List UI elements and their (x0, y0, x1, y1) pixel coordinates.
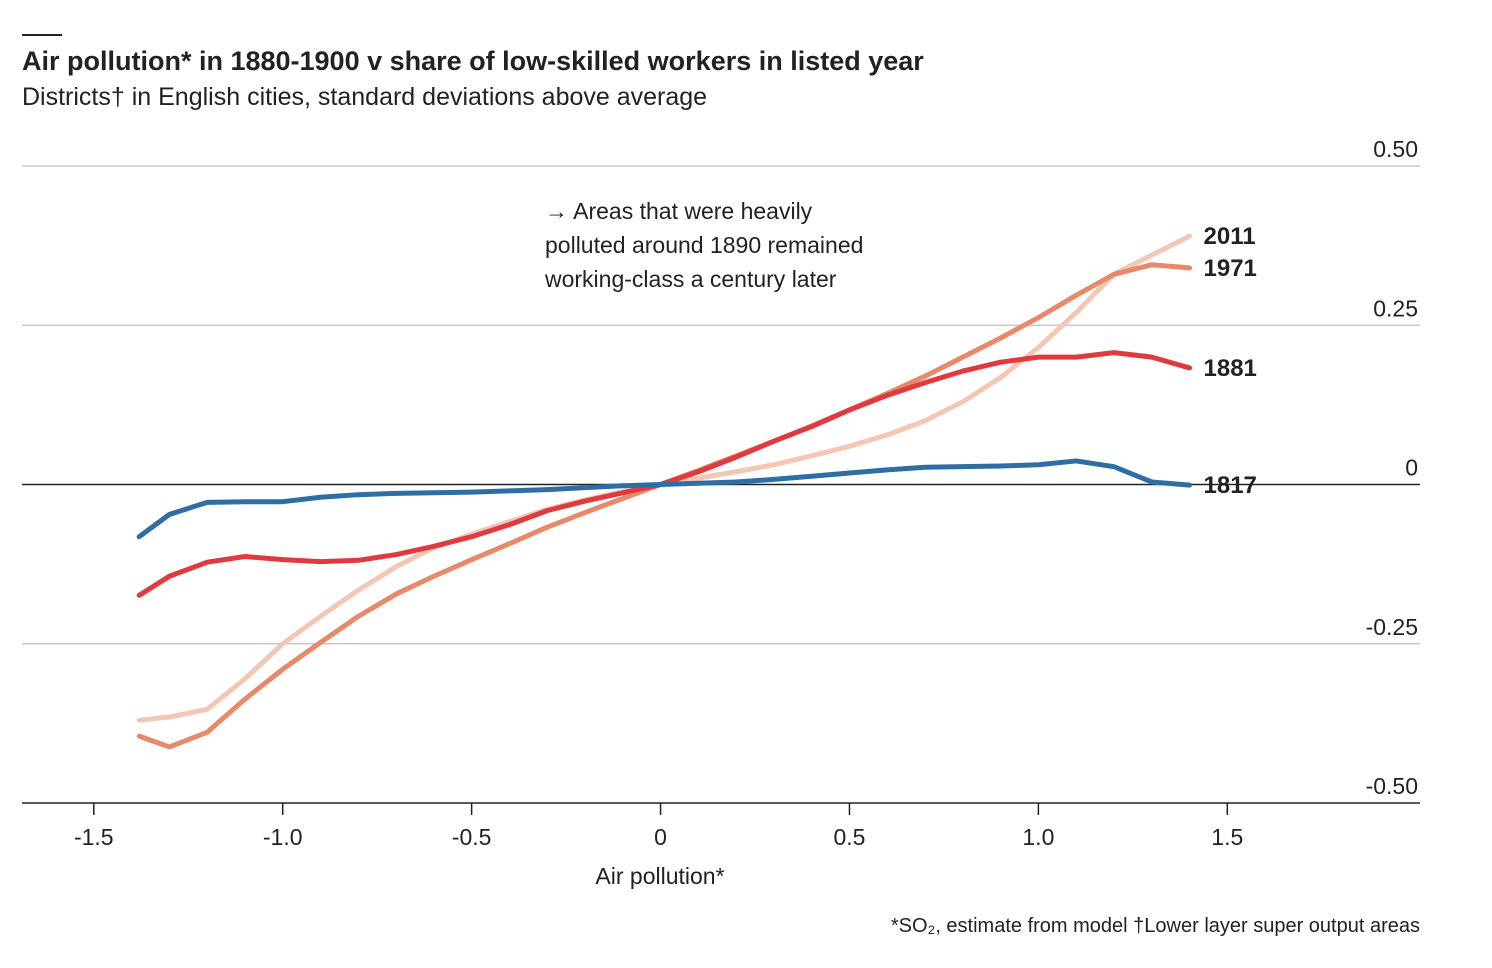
x-tick-label: -0.5 (452, 824, 492, 850)
x-tick-label: -1.0 (263, 824, 303, 850)
annotation-line: polluted around 1890 remained (545, 232, 863, 258)
y-tick-label: -0.25 (1366, 614, 1418, 640)
chart-title: Air pollution* in 1880-1900 v share of l… (22, 46, 924, 76)
x-tick-label: 1.0 (1022, 824, 1054, 850)
x-tick-label: 1.5 (1211, 824, 1243, 850)
series-line (136, 350, 1193, 598)
x-tick-label: -1.5 (74, 824, 114, 850)
chart-subtitle: Districts† in English cities, standard d… (22, 83, 707, 111)
x-axis-label: Air pollution* (595, 863, 724, 889)
y-tick-label: 0.25 (1373, 295, 1418, 321)
x-tick-label: 0.5 (833, 824, 865, 850)
series-line (136, 262, 1193, 750)
footnote: *SO₂, estimate from model †Lower layer s… (891, 915, 1420, 937)
x-tick-label: 0 (654, 824, 667, 850)
series-line (136, 458, 1193, 540)
annotation: → Areas that were heavily polluted around… (544, 198, 863, 292)
series-label: 1817 (1204, 472, 1257, 499)
annotation-line: → Areas that were heavily (545, 198, 813, 224)
y-tick-label: 0 (1405, 455, 1418, 481)
series-label: 1971 (1204, 255, 1257, 282)
series-label: 1881 (1204, 355, 1257, 382)
y-tick-label: 0.50 (1373, 136, 1418, 162)
series-line (136, 233, 1193, 723)
series-label: 2011 (1204, 223, 1256, 250)
y-tick-label: -0.50 (1366, 773, 1418, 799)
annotation-line: working-class a century later (544, 266, 837, 292)
